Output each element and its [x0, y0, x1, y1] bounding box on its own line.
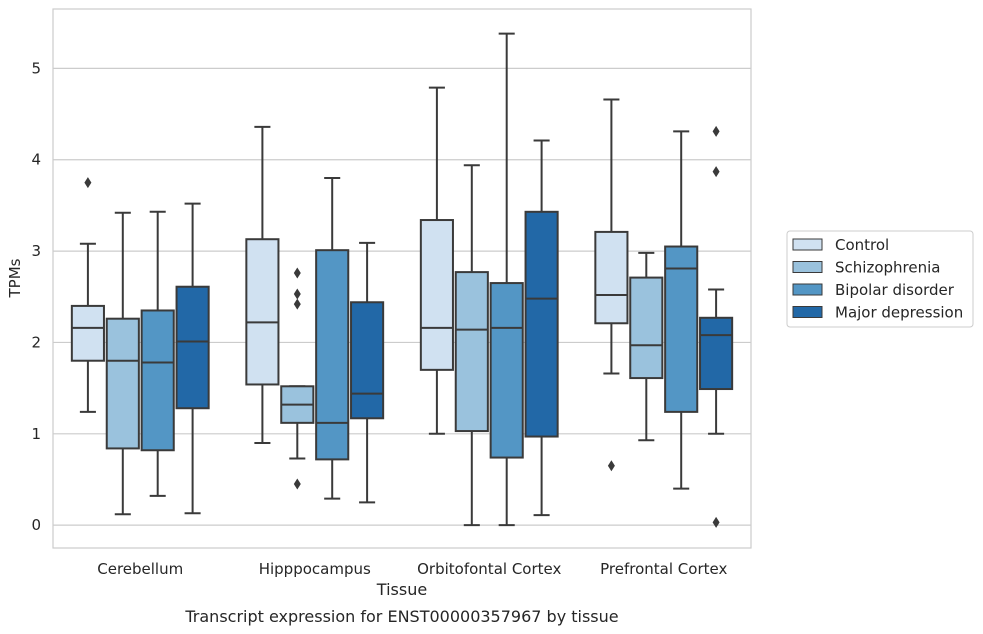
box-iqr: [594, 230, 629, 325]
box-iqr: [70, 304, 105, 362]
box-groups: [70, 32, 734, 528]
box-cerebellum-control: [70, 177, 105, 413]
plot-frame: [52, 8, 752, 549]
y-tick-label: 1: [31, 425, 41, 443]
y-axis-label: TPMs: [6, 258, 24, 298]
outlier-point: [84, 177, 92, 189]
box-iqr: [350, 301, 385, 420]
box-iqr: [524, 210, 559, 438]
box-iqr: [315, 249, 350, 461]
x-tick-labels: Cerebellum Hipppocampus Orbitofontal Corte…: [97, 560, 727, 578]
box-hipppocampus-major-depression: [350, 241, 385, 504]
legend-label: Control: [835, 236, 889, 254]
box-orbitofontal-cortex-bipolar-disorder: [489, 32, 524, 527]
box-cerebellum-bipolar-disorder: [140, 210, 175, 497]
outlier-point: [293, 298, 301, 310]
box-iqr: [140, 309, 175, 452]
legend-swatch: [792, 238, 823, 251]
x-tick-label: Hipppocampus: [259, 560, 371, 578]
box-iqr: [175, 285, 210, 410]
x-axis-label: Tissue: [376, 580, 427, 599]
box-iqr: [699, 316, 734, 391]
box-cerebellum-major-depression: [175, 202, 210, 515]
x-tick-label: Cerebellum: [97, 560, 183, 578]
box-iqr: [664, 245, 699, 413]
legend-label: Bipolar disorder: [835, 281, 955, 299]
outlier-point: [712, 125, 720, 137]
legend-label: Schizophrenia: [835, 259, 940, 277]
y-tick-label: 4: [31, 151, 41, 169]
box-iqr: [245, 238, 280, 386]
box-orbitofontal-cortex-major-depression: [524, 139, 559, 517]
legend-label: Major depression: [835, 304, 963, 322]
outlier-point: [293, 478, 301, 490]
legend-swatch: [792, 283, 823, 296]
outlier-point: [712, 516, 720, 528]
box-iqr: [629, 276, 664, 380]
y-tick-label: 2: [31, 333, 41, 351]
outlier-point: [712, 166, 720, 178]
y-tick-label: 0: [31, 516, 41, 534]
box-hipppocampus-schizophrenia: [280, 267, 315, 490]
box-iqr: [454, 271, 489, 433]
figure-caption: Transcript expression for ENST0000035796…: [184, 607, 618, 626]
box-prefrontal-cortex-major-depression: [699, 125, 734, 528]
box-prefrontal-cortex-control: [594, 98, 629, 472]
outlier-point: [293, 288, 301, 300]
legend-swatch: [792, 261, 823, 273]
y-tick-label: 3: [31, 242, 41, 260]
box-iqr: [419, 219, 454, 371]
x-tick-label: Orbitofontal Cortex: [417, 560, 561, 578]
legend-frame: [786, 230, 974, 328]
y-tick-label: 5: [31, 59, 41, 77]
legend: Control Schizophrenia Bipolar disorder Majo…: [786, 230, 974, 328]
box-hipppocampus-control: [245, 125, 280, 444]
box-orbitofontal-cortex-schizophrenia: [454, 164, 489, 527]
x-tick-label: Prefrontal Cortex: [600, 560, 727, 578]
box-prefrontal-cortex-schizophrenia: [629, 251, 664, 442]
box-prefrontal-cortex-bipolar-disorder: [664, 130, 699, 490]
box-iqr: [489, 282, 524, 459]
legend-swatch: [792, 306, 823, 318]
box-cerebellum-schizophrenia: [105, 211, 140, 516]
y-tick-labels: 0 1 2 3 4 5: [31, 59, 41, 534]
box-iqr: [105, 317, 140, 450]
box-orbitofontal-cortex-control: [419, 86, 454, 435]
box-hipppocampus-bipolar-disorder: [315, 177, 350, 500]
outlier-point: [607, 460, 615, 472]
outlier-point: [293, 267, 301, 279]
